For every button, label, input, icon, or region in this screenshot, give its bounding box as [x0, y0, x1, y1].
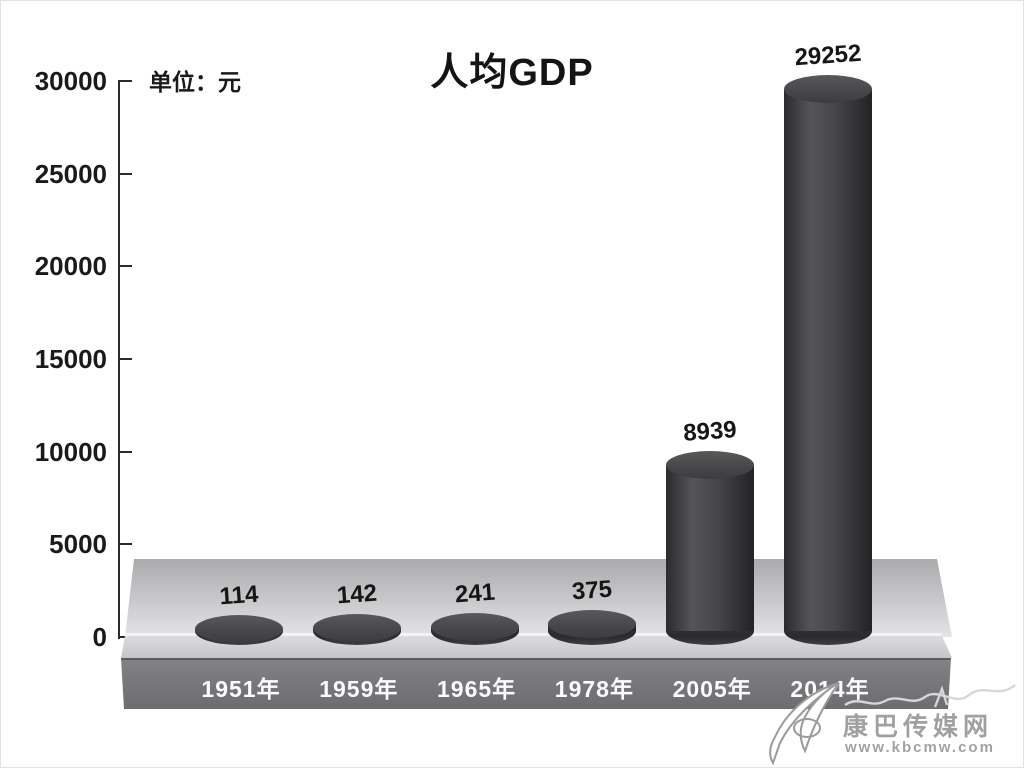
y-axis-tick-label: 5000 [49, 529, 107, 560]
watermark-site-name: 康巴传媒网 [843, 713, 994, 741]
y-axis-tick-mark [119, 172, 132, 175]
y-axis-tick-mark [119, 80, 132, 82]
cylinder-top-cap [548, 610, 637, 639]
y-axis-tick-label: 15000 [34, 344, 107, 374]
y-axis-tick-mark [119, 265, 132, 268]
bar-1959年 [312, 614, 401, 645]
x-axis-label: 1965年 [437, 676, 517, 702]
y-axis-tick-mark [119, 543, 132, 546]
cylinder-top-cap [784, 74, 872, 103]
x-axis-label: 1959年 [319, 676, 399, 702]
y-axis-tick-label: 20000 [34, 251, 107, 282]
y-axis-tick-label: 10000 [34, 436, 107, 467]
x-axis-label: 2005年 [672, 676, 752, 702]
x-axis-label: 1978年 [554, 676, 634, 702]
bar-2014年 [784, 74, 872, 645]
cylinder-top-cap [430, 612, 519, 641]
bar-1978年 [548, 610, 637, 645]
y-axis-tick-mark [119, 450, 132, 453]
unit-label: 单位：元 [149, 69, 241, 95]
bar-1951年 [195, 614, 283, 645]
bar-1965年 [430, 612, 519, 645]
y-axis-tick-label: 0 [92, 622, 107, 652]
cylinder-top-cap [666, 451, 755, 480]
chart-title: 人均GDP [430, 52, 594, 94]
platform-baseline-highlight [125, 633, 942, 636]
bar-value-label: 8939 [682, 416, 738, 448]
watermark-site-url: www.kbcmw.com [845, 739, 995, 756]
cylinder-body [784, 88, 872, 631]
y-axis-tick-label: 30000 [34, 66, 107, 96]
watermark: 康巴传媒网 www.kbcmw.com [759, 679, 1021, 767]
cylinder-top-cap [195, 614, 283, 643]
bar-2005年 [666, 451, 755, 645]
y-axis-tick-label: 25000 [34, 158, 107, 189]
x-axis-label: 1951年 [201, 676, 281, 702]
y-axis-tick-mark [119, 358, 132, 360]
cylinder-top-cap [312, 614, 401, 643]
cylinder-body [666, 465, 755, 631]
watermark-logo-icon [769, 682, 1016, 766]
